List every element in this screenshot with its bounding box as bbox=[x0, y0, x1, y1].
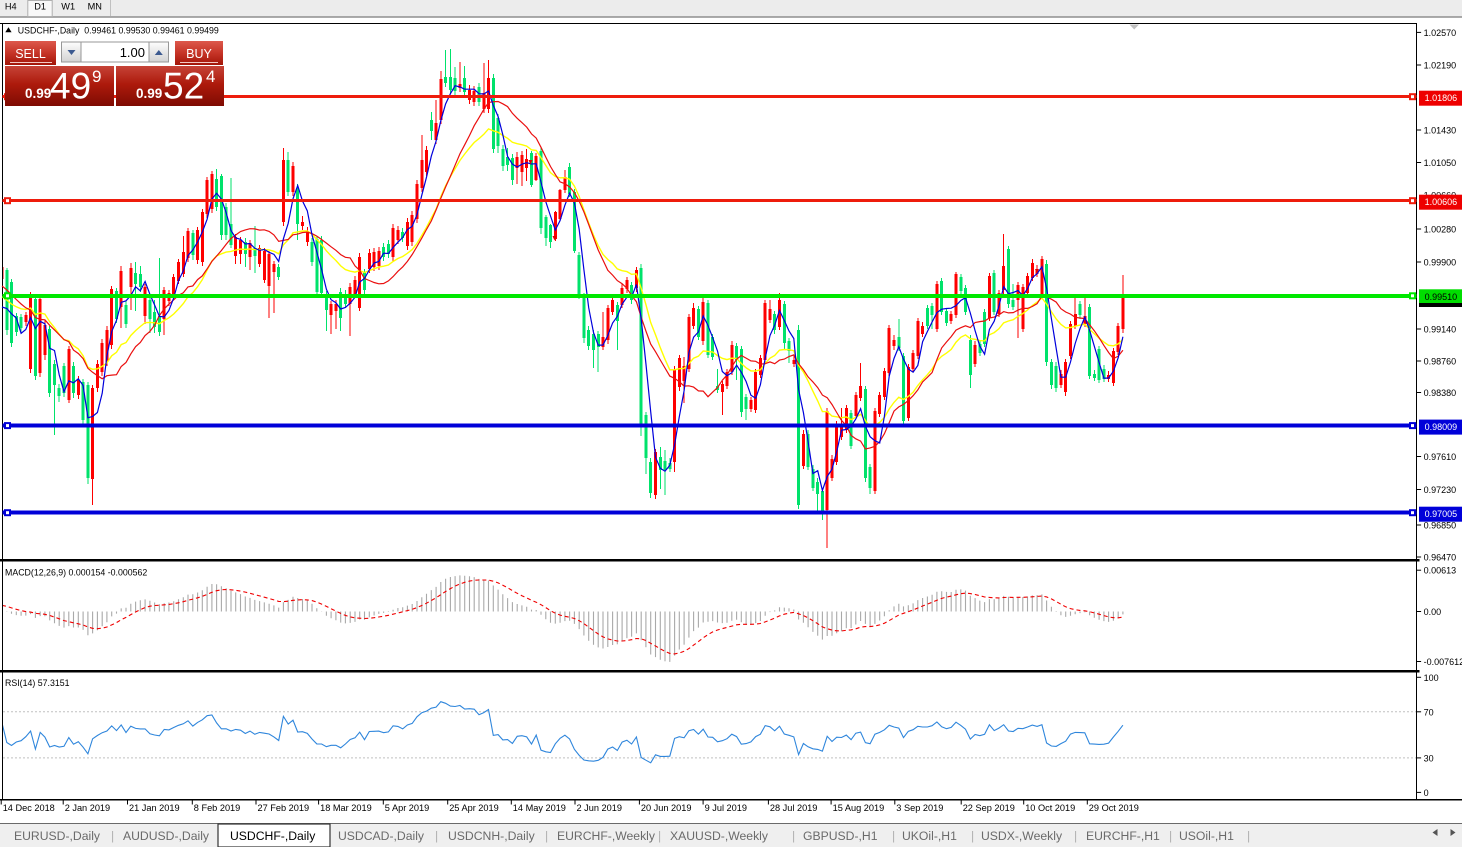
svg-text:USOil-,H1: USOil-,H1 bbox=[1179, 829, 1234, 843]
svg-text:USDX-,Weekly: USDX-,Weekly bbox=[981, 829, 1063, 843]
svg-text:14 Dec 2018: 14 Dec 2018 bbox=[3, 803, 55, 813]
svg-text:GBPUSD-,H1: GBPUSD-,H1 bbox=[803, 829, 878, 843]
svg-text:0.98380: 0.98380 bbox=[1424, 388, 1457, 398]
svg-text:|: | bbox=[1074, 829, 1077, 843]
svg-text:H4: H4 bbox=[5, 2, 17, 12]
svg-text:1.01430: 1.01430 bbox=[1424, 126, 1457, 136]
svg-text:XAUUSD-,Weekly: XAUUSD-,Weekly bbox=[670, 829, 769, 843]
svg-text:0.96850: 0.96850 bbox=[1424, 521, 1457, 531]
svg-text:0.99510: 0.99510 bbox=[1425, 292, 1458, 302]
svg-text:|: | bbox=[1169, 829, 1172, 843]
svg-text:14 May 2019: 14 May 2019 bbox=[513, 803, 566, 813]
svg-text:USDCHF-,Daily 0.99461 0.99530: USDCHF-,Daily 0.99461 0.99530 0.99461 0.… bbox=[18, 26, 219, 36]
svg-text:UKOil-,H1: UKOil-,H1 bbox=[902, 829, 957, 843]
svg-text:-0.007612: -0.007612 bbox=[1424, 657, 1462, 667]
svg-text:|: | bbox=[1247, 829, 1250, 843]
svg-text:0.00613: 0.00613 bbox=[1424, 566, 1457, 576]
svg-text:USDCNH-,Daily: USDCNH-,Daily bbox=[448, 829, 536, 843]
svg-text:0.98760: 0.98760 bbox=[1424, 357, 1457, 367]
svg-text:1.00280: 1.00280 bbox=[1424, 225, 1457, 235]
svg-text:W1: W1 bbox=[61, 2, 75, 12]
svg-text:52: 52 bbox=[163, 66, 204, 107]
svg-text:15 Aug 2019: 15 Aug 2019 bbox=[833, 803, 885, 813]
svg-text:USDCHF-,Daily: USDCHF-,Daily bbox=[230, 829, 316, 843]
svg-text:1.01050: 1.01050 bbox=[1424, 158, 1457, 168]
svg-text:EURCHF-,H1: EURCHF-,H1 bbox=[1086, 829, 1160, 843]
svg-text:0: 0 bbox=[1424, 788, 1429, 798]
svg-text:25 Apr 2019: 25 Apr 2019 bbox=[449, 803, 499, 813]
svg-text:D1: D1 bbox=[34, 2, 46, 12]
svg-text:RSI(14) 57.3151: RSI(14) 57.3151 bbox=[5, 678, 70, 688]
svg-text:0.00: 0.00 bbox=[1424, 607, 1442, 617]
svg-text:28 Jul 2019: 28 Jul 2019 bbox=[770, 803, 818, 813]
svg-text:BUY: BUY bbox=[186, 47, 212, 61]
svg-text:0.97610: 0.97610 bbox=[1424, 452, 1457, 462]
svg-text:29 Oct 2019: 29 Oct 2019 bbox=[1089, 803, 1139, 813]
svg-text:|: | bbox=[111, 829, 114, 843]
svg-text:2 Jan 2019: 2 Jan 2019 bbox=[65, 803, 110, 813]
svg-text:1.01806: 1.01806 bbox=[1425, 93, 1458, 103]
svg-text:18 Mar 2019: 18 Mar 2019 bbox=[320, 803, 372, 813]
svg-text:30: 30 bbox=[1424, 753, 1434, 763]
svg-text:49: 49 bbox=[50, 66, 91, 107]
svg-text:5 Apr 2019: 5 Apr 2019 bbox=[385, 803, 429, 813]
svg-text:20 Jun 2019: 20 Jun 2019 bbox=[641, 803, 692, 813]
svg-text:MACD(12,26,9) 0.000154 -0.0005: MACD(12,26,9) 0.000154 -0.000562 bbox=[5, 568, 147, 578]
svg-text:0.98009: 0.98009 bbox=[1425, 422, 1458, 432]
svg-text:10 Oct 2019: 10 Oct 2019 bbox=[1025, 803, 1075, 813]
svg-text:EURUSD-,Daily: EURUSD-,Daily bbox=[14, 829, 101, 843]
svg-text:SELL: SELL bbox=[15, 47, 46, 61]
svg-text:1.00: 1.00 bbox=[120, 45, 145, 60]
svg-text:100: 100 bbox=[1424, 673, 1439, 683]
svg-text:0.99900: 0.99900 bbox=[1424, 258, 1457, 268]
svg-text:|: | bbox=[892, 829, 895, 843]
svg-text:4: 4 bbox=[206, 67, 215, 86]
svg-text:9: 9 bbox=[92, 67, 101, 86]
svg-text:0.99: 0.99 bbox=[25, 86, 51, 101]
svg-text:1.00606: 1.00606 bbox=[1425, 197, 1458, 207]
svg-text:27 Feb 2019: 27 Feb 2019 bbox=[258, 803, 310, 813]
svg-text:0.96470: 0.96470 bbox=[1424, 553, 1457, 563]
svg-text:|: | bbox=[435, 829, 438, 843]
svg-text:AUDUSD-,Daily: AUDUSD-,Daily bbox=[123, 829, 210, 843]
svg-text:22 Sep 2019: 22 Sep 2019 bbox=[963, 803, 1015, 813]
svg-text:9 Jul 2019: 9 Jul 2019 bbox=[705, 803, 747, 813]
svg-text:MN: MN bbox=[88, 2, 102, 12]
svg-text:3 Sep 2019: 3 Sep 2019 bbox=[896, 803, 943, 813]
svg-text:|: | bbox=[971, 829, 974, 843]
svg-text:2 Jun 2019: 2 Jun 2019 bbox=[577, 803, 622, 813]
svg-text:EURCHF-,Weekly: EURCHF-,Weekly bbox=[557, 829, 656, 843]
svg-text:0.97005: 0.97005 bbox=[1425, 509, 1458, 519]
svg-text:70: 70 bbox=[1424, 707, 1434, 717]
svg-text:1.02190: 1.02190 bbox=[1424, 61, 1457, 71]
svg-text:USDCAD-,Daily: USDCAD-,Daily bbox=[338, 829, 425, 843]
svg-text:|: | bbox=[545, 829, 548, 843]
svg-text:|: | bbox=[658, 829, 661, 843]
svg-text:8 Feb 2019: 8 Feb 2019 bbox=[194, 803, 241, 813]
svg-text:0.97230: 0.97230 bbox=[1424, 485, 1457, 495]
svg-text:21 Jan 2019: 21 Jan 2019 bbox=[129, 803, 180, 813]
svg-text:|: | bbox=[792, 829, 795, 843]
svg-text:1.02570: 1.02570 bbox=[1424, 28, 1457, 38]
svg-text:0.99: 0.99 bbox=[136, 86, 162, 101]
svg-text:0.99140: 0.99140 bbox=[1424, 325, 1457, 335]
